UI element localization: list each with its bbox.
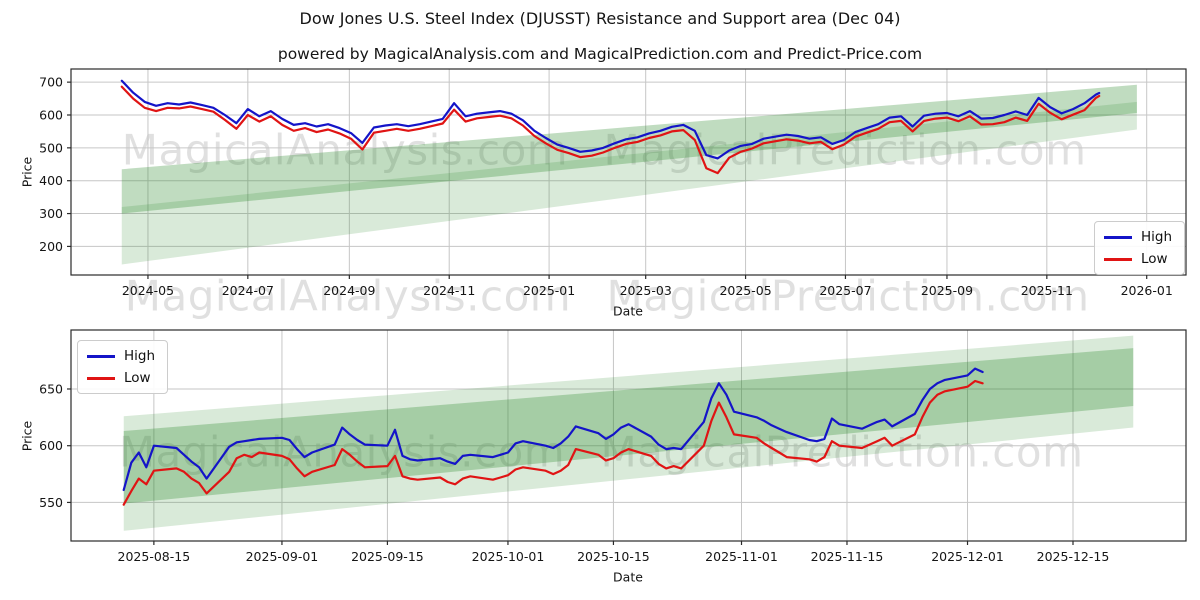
resistance-band (123, 348, 1134, 504)
legend-label-high: High (1141, 229, 1173, 245)
x-tick-label: 2025-09 (921, 283, 973, 298)
legend-bottom-chart: High Low (77, 340, 169, 394)
legend-label-high: High (124, 348, 156, 364)
main-price-chart: 2024-05 2024-07 2024-09 2024-11 2025-01 2025-… (39, 68, 1187, 298)
support-band (123, 335, 1134, 531)
legend-label-low: Low (124, 370, 151, 386)
y-tick-label: 700 (39, 75, 63, 90)
legend-item-low: Low (1104, 251, 1172, 267)
watermark-analysis-middle: MagicalAnalysis.com (124, 271, 572, 321)
watermark-prediction-top: MagicalPrediction.com (603, 125, 1087, 175)
high-line (120, 79, 1101, 160)
y-tick-label: 300 (39, 206, 63, 221)
x-tick-label: 2025-01 (523, 283, 575, 298)
y-tick-label: 600 (39, 438, 63, 453)
legend-item-low: Low (87, 370, 155, 386)
zoomed-price-chart: 2025-08-15 2025-09-01 2025-09-15 2025-10-01… (39, 329, 1187, 564)
x-tick-label: 2024-07 (222, 283, 274, 298)
plot-border (70, 68, 1187, 276)
x-tick-label: 2025-11-15 (811, 549, 884, 564)
x-tick-label: 2025-11 (1021, 283, 1073, 298)
low-line (120, 85, 1101, 175)
y-tick-label: 500 (39, 140, 63, 155)
support-band (121, 101, 1137, 265)
plot-border (70, 329, 1187, 542)
chart-title: Dow Jones U.S. Steel Index (DJUSST) Resi… (299, 9, 901, 28)
low-line-swatch (87, 376, 115, 380)
watermark-analysis-top: MagicalAnalysis.com (121, 125, 569, 175)
x-tick-label: 2025-12-15 (1037, 549, 1110, 564)
y-tick-label: 600 (39, 107, 63, 122)
x-tick-label: 2025-09-01 (246, 549, 319, 564)
resistance-band (121, 84, 1137, 214)
high-line (122, 367, 984, 492)
high-line-swatch (1104, 235, 1132, 239)
watermark-prediction-middle: MagicalPrediction.com (606, 271, 1090, 321)
y-tick-label: 200 (39, 239, 63, 254)
x-tick-label: 2025-03 (620, 283, 672, 298)
low-line-swatch (1104, 257, 1132, 261)
x-tick-label: 2025-07 (819, 283, 871, 298)
legend-top-chart: High Low (1094, 221, 1186, 275)
x-tick-label: 2025-10-15 (577, 549, 650, 564)
x-axis-label-top: Date (613, 303, 643, 319)
x-tick-label: 2025-05 (719, 283, 771, 298)
x-tick-label: 2025-11-01 (705, 549, 778, 564)
x-tick-label: 2025-08-15 (118, 549, 191, 564)
high-line-swatch (87, 354, 115, 358)
x-axis-label-bottom: Date (613, 569, 643, 585)
y-tick-label: 650 (39, 381, 63, 396)
legend-item-high: High (1104, 229, 1172, 245)
y-axis-label-bottom: Price (19, 420, 35, 452)
x-tick-label: 2024-09 (323, 283, 375, 298)
y-tick-label: 400 (39, 173, 63, 188)
chart-subtitle: powered by MagicalAnalysis.com and Magic… (277, 45, 923, 63)
y-axis-label-top: Price (19, 156, 35, 188)
x-tick-label: 2024-11 (423, 283, 475, 298)
x-tick-label: 2025-10-01 (472, 549, 545, 564)
y-tick-label: 550 (39, 495, 63, 510)
low-line (122, 379, 984, 506)
x-tick-label: 2025-09-15 (351, 549, 424, 564)
x-tick-label: 2024-05 (122, 283, 174, 298)
x-tick-label: 2026-01 (1121, 283, 1173, 298)
legend-label-low: Low (1141, 251, 1168, 267)
legend-item-high: High (87, 348, 155, 364)
x-tick-label: 2025-12-01 (931, 549, 1004, 564)
